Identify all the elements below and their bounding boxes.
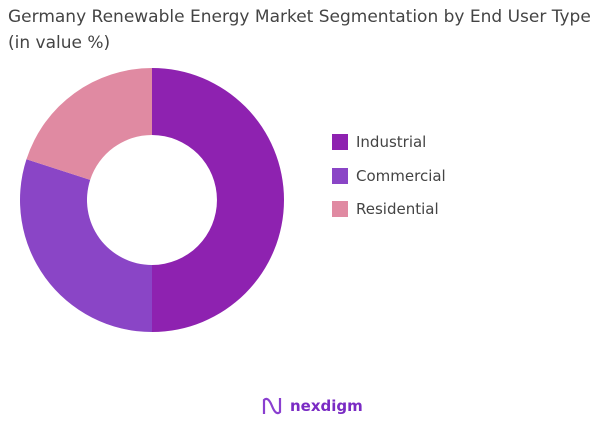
legend-item-residential: Residential — [332, 185, 446, 234]
nexdigm-logo: nexdigm — [262, 396, 363, 416]
legend-item-industrial: Industrial — [332, 118, 446, 167]
legend: Industrial Commercial Residential — [332, 118, 446, 234]
legend-item-commercial: Commercial — [332, 152, 446, 201]
legend-swatch — [332, 134, 348, 151]
chart-title: Germany Renewable Energy Market Segmenta… — [8, 7, 591, 53]
slice-industrial — [152, 68, 284, 332]
legend-label: Residential — [356, 200, 439, 219]
legend-swatch — [332, 201, 348, 218]
legend-label: Commercial — [356, 166, 446, 185]
logo-text: nexdigm — [290, 397, 363, 415]
legend-swatch — [332, 167, 348, 184]
slice-residential — [26, 68, 152, 180]
legend-label: Industrial — [356, 133, 427, 152]
slice-commercial — [19, 159, 152, 332]
logo-icon — [262, 397, 282, 415]
